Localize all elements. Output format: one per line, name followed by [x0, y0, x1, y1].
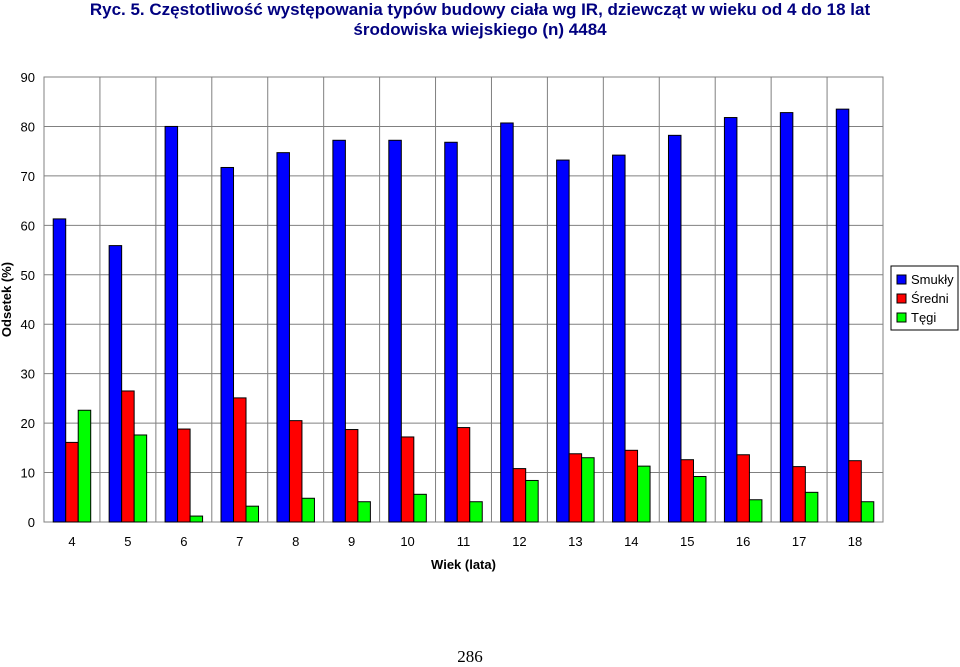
- x-tick-label: 13: [568, 534, 582, 549]
- y-tick-labels: 0 10 20 30 40 50 60 70 80 90: [21, 70, 35, 530]
- bar-Smukły-17: [779, 112, 794, 523]
- y-axis-label: Odsetek (%): [0, 262, 14, 337]
- x-tick-label: 6: [180, 534, 187, 549]
- x-tick-label: 7: [236, 534, 243, 549]
- bar-Smukły-11: [444, 141, 458, 523]
- legend-label-Smukły: Smukły: [911, 272, 954, 287]
- x-tick-label: 8: [292, 534, 299, 549]
- bar-Tęgi-9: [357, 501, 371, 523]
- x-tick-label: 18: [848, 534, 862, 549]
- y-tick-label: 30: [21, 367, 35, 382]
- bar-Średni-14: [624, 449, 639, 523]
- bar-Tęgi-13: [581, 457, 595, 523]
- y-tick-label: 60: [21, 218, 35, 233]
- legend-label-Średni: Średni: [911, 291, 949, 306]
- x-tick-label: 14: [624, 534, 638, 549]
- chart-title-line1: Ryc. 5. Częstotliwość występowania typów…: [89, 0, 871, 19]
- bars: [52, 108, 875, 523]
- bar-Tęgi-7: [245, 505, 260, 523]
- legend-swatch-Smukły: [896, 274, 907, 285]
- y-tick-label: 50: [21, 268, 35, 283]
- y-tick-label: 70: [21, 169, 35, 184]
- bar-Smukły-16: [723, 117, 738, 523]
- chart-title-line2: środowiska wiejskiego (n) 4484: [353, 20, 607, 39]
- bar-Średni-4: [65, 441, 79, 523]
- bar-Średni-13: [568, 453, 583, 523]
- bar-Średni-16: [736, 454, 750, 523]
- bar-Tęgi-6: [189, 515, 204, 523]
- bar-Smukły-10: [388, 139, 402, 523]
- bar-Średni-5: [121, 390, 135, 523]
- bar-Tęgi-11: [469, 501, 483, 523]
- bar-Smukły-14: [612, 154, 626, 523]
- bar-Tęgi-18: [860, 501, 875, 523]
- x-tick-label: 16: [736, 534, 750, 549]
- x-tick-label: 17: [792, 534, 806, 549]
- bar-Średni-15: [680, 459, 694, 523]
- bar-Średni-9: [344, 429, 359, 523]
- bar-Średni-17: [792, 466, 806, 523]
- x-tick-labels: 4 5 6 7 8 9 10 11 12 13 14 15 16 17 18: [68, 534, 862, 549]
- x-tick-label: 4: [68, 534, 75, 549]
- bar-Tęgi-8: [301, 497, 315, 523]
- bar-Tęgi-10: [413, 493, 427, 523]
- bar-Smukły-13: [556, 159, 570, 523]
- y-tick-label: 40: [21, 317, 35, 332]
- legend-swatch-Średni: [896, 293, 907, 304]
- y-tick-label: 10: [21, 466, 35, 481]
- legend-label-Tęgi: Tęgi: [911, 310, 936, 325]
- bar-Tęgi-5: [133, 434, 148, 523]
- bar-Tęgi-14: [637, 465, 651, 523]
- bar-Średni-18: [848, 460, 862, 523]
- page-number: 286: [457, 647, 483, 666]
- bar-Średni-11: [456, 427, 471, 523]
- x-tick-label: 9: [348, 534, 355, 549]
- x-tick-label: 11: [457, 534, 471, 549]
- bar-Smukły-15: [667, 134, 682, 523]
- y-tick-label: 90: [21, 70, 35, 85]
- bar-Smukły-12: [500, 122, 514, 523]
- bar-Tęgi-12: [525, 479, 539, 523]
- bar-Tęgi-17: [804, 491, 819, 523]
- bar-Średni-10: [400, 436, 415, 523]
- bar-Smukły-6: [164, 125, 179, 523]
- legend: Smukły Średni Tęgi: [890, 265, 959, 331]
- legend-swatch-Tęgi: [896, 312, 907, 323]
- bar-Tęgi-4: [77, 409, 92, 523]
- bar-Średni-7: [233, 397, 247, 523]
- bar-Smukły-7: [220, 166, 235, 523]
- x-tick-label: 12: [512, 534, 526, 549]
- x-tick-label: 5: [124, 534, 131, 549]
- bar-Smukły-9: [332, 139, 346, 523]
- x-axis-label: Wiek (lata): [431, 557, 496, 572]
- y-tick-label: 80: [21, 119, 35, 134]
- bar-Smukły-5: [108, 245, 123, 523]
- y-tick-label: 20: [21, 416, 35, 431]
- bar-Tęgi-15: [692, 476, 707, 523]
- bar-Średni-12: [512, 468, 527, 523]
- x-tick-label: 15: [680, 534, 694, 549]
- bar-Smukły-18: [835, 108, 850, 523]
- bar-Smukły-8: [276, 152, 290, 523]
- y-tick-label: 0: [28, 515, 35, 530]
- bar-Średni-6: [177, 428, 191, 523]
- bar-Smukły-4: [52, 218, 67, 523]
- bar-Tęgi-16: [748, 499, 763, 523]
- bar-Średni-8: [288, 420, 303, 523]
- x-tick-label: 10: [400, 534, 414, 549]
